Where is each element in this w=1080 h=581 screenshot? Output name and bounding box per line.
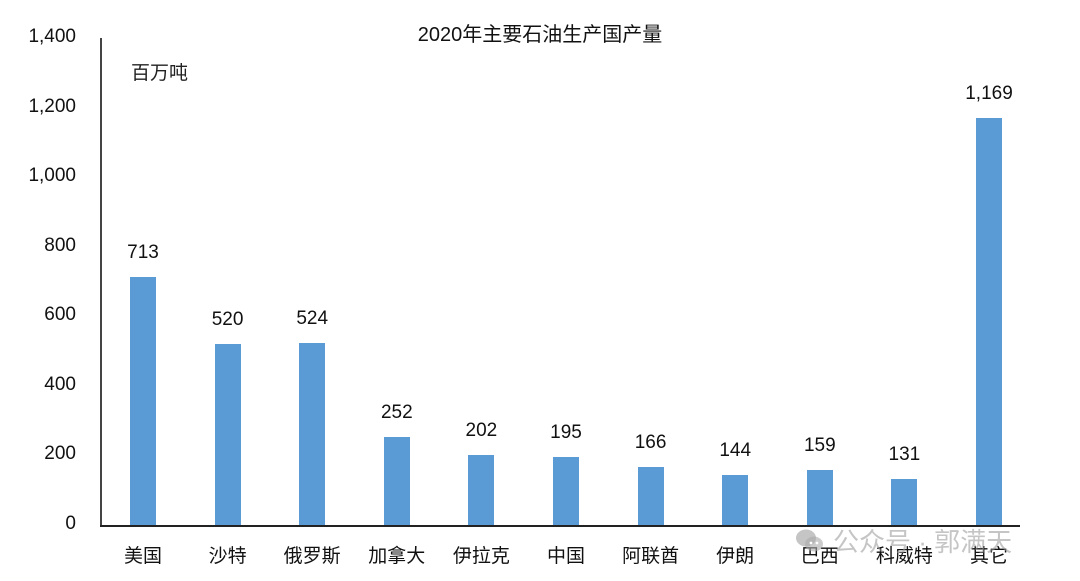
watermark: 公众号 · 郭满天 <box>795 522 1012 559</box>
y-tick-label: 1,000 <box>28 165 76 187</box>
y-tick-label: 800 <box>44 234 76 256</box>
chart-title: 2020年主要石油生产国产量 <box>417 24 663 46</box>
bar <box>130 276 156 525</box>
x-tick-label: 加拿大 <box>368 546 426 567</box>
data-label: 166 <box>634 432 667 454</box>
data-label: 520 <box>211 309 244 331</box>
x-tick-label: 阿联酋 <box>622 546 680 567</box>
x-tick-label: 俄罗斯 <box>283 546 341 567</box>
y-tick-label: 600 <box>44 304 76 326</box>
wechat-icon <box>795 528 825 554</box>
bar <box>383 437 410 525</box>
x-axis-line <box>100 525 1020 527</box>
data-label: 713 <box>127 241 159 263</box>
x-tick-label: 科威特 <box>875 546 933 567</box>
x-tick-label: 沙特 <box>208 546 247 567</box>
y-tick-label: 400 <box>44 373 76 395</box>
data-label: 131 <box>888 444 921 466</box>
bar <box>722 474 749 525</box>
y-tick-label: 200 <box>44 443 76 465</box>
bar <box>553 457 579 525</box>
bar <box>637 467 664 525</box>
x-tick-label: 美国 <box>123 546 162 567</box>
y-axis-line <box>100 38 102 526</box>
y-tick-label: 1,400 <box>28 26 76 47</box>
y-tick-label: 0 <box>65 513 76 534</box>
x-tick-label: 伊朗 <box>716 546 755 567</box>
data-label: 195 <box>550 422 582 444</box>
x-tick-label: 中国 <box>546 546 585 567</box>
data-label: 252 <box>380 402 413 424</box>
y-tick-label: 1,200 <box>28 95 76 117</box>
unit-label: 百万吨 <box>131 63 189 84</box>
bar <box>299 342 326 525</box>
data-label: 1,169 <box>965 83 1013 105</box>
data-label: 524 <box>296 307 329 329</box>
bar <box>806 469 833 525</box>
bar <box>214 344 241 525</box>
watermark-text: 公众号 · 郭满天 <box>833 527 1013 557</box>
data-label: 159 <box>803 434 836 456</box>
data-label: 144 <box>719 439 752 461</box>
x-tick-label: 其它 <box>969 546 1008 567</box>
x-tick-label: 伊拉克 <box>452 546 510 567</box>
x-tick-label: 巴西 <box>800 546 839 567</box>
bar <box>976 118 1002 525</box>
bar <box>891 479 918 525</box>
bar <box>468 454 495 525</box>
data-label: 202 <box>465 419 498 441</box>
